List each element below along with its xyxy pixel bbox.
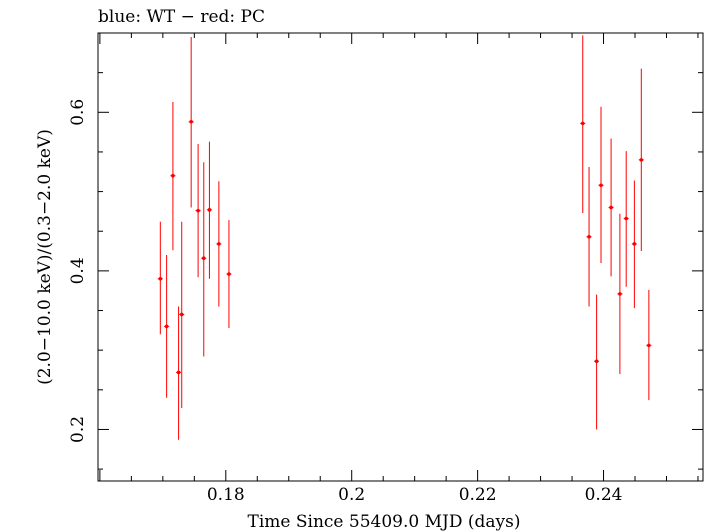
data-marker [171, 173, 175, 178]
data-marker [176, 370, 181, 375]
data-point [594, 294, 600, 430]
data-point [164, 255, 170, 398]
data-marker [196, 208, 200, 213]
data-point [598, 106, 604, 263]
data-point [188, 36, 194, 208]
data-point [226, 220, 232, 328]
data-marker [639, 158, 644, 162]
data-marker [580, 121, 585, 126]
data-point [638, 68, 644, 252]
x-axis: 0.18 0.2 0.22 0.24 [99, 33, 699, 505]
x-axis-label: Time Since 55409.0 MJD (days) [248, 512, 521, 532]
data-point [608, 138, 614, 277]
data-point [631, 180, 637, 309]
y-tick-label: 0.4 [68, 257, 88, 284]
data-point [170, 101, 176, 251]
data-marker [207, 208, 212, 212]
data-marker [624, 216, 628, 221]
data-marker [189, 120, 193, 124]
y-tick-label: 0.2 [68, 416, 88, 443]
data-point [206, 141, 212, 279]
data-marker [201, 256, 206, 260]
data-marker [587, 234, 591, 239]
data-point [176, 306, 182, 440]
data-point [586, 167, 592, 307]
data-point [216, 181, 222, 307]
data-marker [647, 343, 651, 348]
data-point [195, 144, 201, 278]
data-marker [217, 242, 221, 246]
x-tick-label: 0.2 [338, 485, 365, 505]
data-point [201, 162, 207, 357]
data-marker [618, 292, 622, 296]
data-point [617, 213, 623, 374]
data-marker [609, 205, 613, 210]
data-point [157, 221, 163, 335]
data-marker [158, 277, 163, 281]
data-point [179, 221, 185, 409]
y-axis-label: (2.0−10.0 keV)/(0.3−2.0 keV) [35, 129, 55, 385]
y-axis: 0.2 0.4 0.6 [68, 72, 703, 470]
data-marker [599, 183, 603, 188]
data-point [580, 35, 586, 213]
data-marker [179, 312, 184, 317]
chart-title: blue: WT − red: PC [98, 7, 265, 27]
x-tick-label: 0.18 [207, 485, 245, 505]
x-tick-label: 0.22 [459, 485, 497, 505]
data-marker [227, 272, 231, 276]
y-tick-label: 0.6 [68, 99, 88, 126]
data-series [157, 35, 652, 440]
plot-frame [97, 32, 704, 482]
data-marker [632, 242, 637, 246]
data-marker [164, 324, 169, 329]
data-marker [594, 359, 599, 364]
x-tick-label: 0.24 [585, 485, 623, 505]
data-point [623, 151, 629, 287]
data-point [646, 289, 652, 401]
